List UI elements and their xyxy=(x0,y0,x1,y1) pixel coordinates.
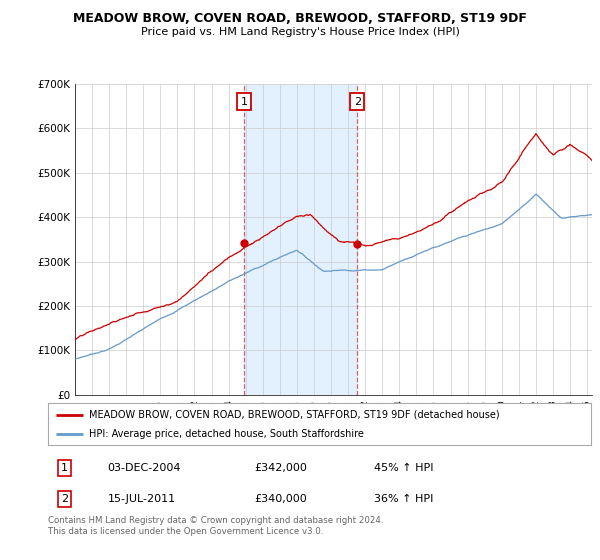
Text: 1: 1 xyxy=(61,463,68,473)
Text: 2: 2 xyxy=(61,494,68,504)
Text: 03-DEC-2004: 03-DEC-2004 xyxy=(108,463,181,473)
Text: HPI: Average price, detached house, South Staffordshire: HPI: Average price, detached house, Sout… xyxy=(89,429,364,439)
Text: 15-JUL-2011: 15-JUL-2011 xyxy=(108,494,176,504)
Text: 45% ↑ HPI: 45% ↑ HPI xyxy=(374,463,433,473)
Text: 36% ↑ HPI: 36% ↑ HPI xyxy=(374,494,433,504)
Text: 2: 2 xyxy=(354,97,361,107)
Text: 1: 1 xyxy=(241,97,248,107)
Text: £340,000: £340,000 xyxy=(254,494,307,504)
Text: MEADOW BROW, COVEN ROAD, BREWOOD, STAFFORD, ST19 9DF: MEADOW BROW, COVEN ROAD, BREWOOD, STAFFO… xyxy=(73,12,527,25)
Bar xyxy=(244,84,358,395)
Text: MEADOW BROW, COVEN ROAD, BREWOOD, STAFFORD, ST19 9DF (detached house): MEADOW BROW, COVEN ROAD, BREWOOD, STAFFO… xyxy=(89,409,499,419)
Text: Price paid vs. HM Land Registry's House Price Index (HPI): Price paid vs. HM Land Registry's House … xyxy=(140,27,460,37)
Text: £342,000: £342,000 xyxy=(254,463,307,473)
Text: Contains HM Land Registry data © Crown copyright and database right 2024.
This d: Contains HM Land Registry data © Crown c… xyxy=(48,516,383,536)
